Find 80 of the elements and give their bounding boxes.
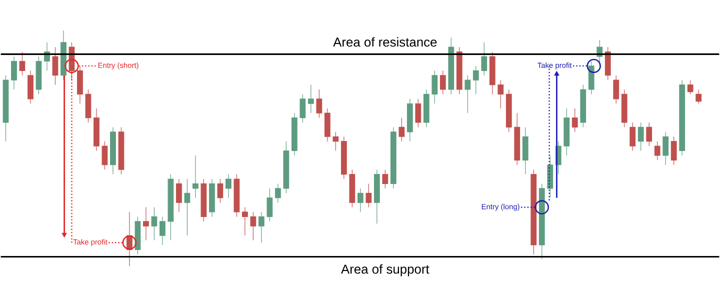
candlestick — [580, 84, 586, 128]
candlestick — [398, 117, 405, 142]
candlestick — [234, 174, 240, 217]
candlestick — [390, 126, 396, 189]
candlestick — [415, 98, 422, 128]
candlestick — [670, 136, 677, 166]
candlestick — [588, 60, 594, 94]
candlestick — [324, 108, 330, 142]
candlestick — [662, 131, 669, 166]
candlestick — [366, 183, 372, 208]
candlestick — [423, 89, 430, 128]
candlestick — [151, 206, 158, 240]
ref-line-label: Area of support — [341, 264, 430, 276]
candlestick — [572, 108, 578, 132]
candlestick — [85, 89, 92, 123]
candlestick — [472, 65, 479, 94]
candlestick — [564, 108, 570, 156]
candlestick — [440, 70, 446, 94]
candlestick — [291, 112, 298, 156]
candlestick — [374, 169, 380, 224]
candlestick — [2, 74, 9, 142]
candlestick — [696, 89, 702, 104]
candlestick — [448, 37, 454, 94]
candlestick — [456, 46, 462, 94]
candlestick — [382, 169, 388, 189]
candlestick — [28, 70, 34, 104]
candlestick — [687, 80, 694, 94]
candlestick — [621, 89, 628, 128]
candlestick — [184, 178, 190, 236]
candlestick — [226, 174, 232, 198]
candlestick — [406, 98, 413, 142]
candlestick — [538, 183, 545, 260]
candlestick — [340, 136, 347, 180]
candlestick — [630, 122, 636, 151]
candlestick — [679, 80, 686, 156]
candlestick — [489, 51, 496, 94]
candlestick — [266, 188, 273, 222]
candlestick — [36, 56, 42, 94]
candlestick — [332, 131, 339, 151]
candlestick — [200, 178, 207, 222]
candlestick — [506, 89, 512, 132]
candlestick — [258, 212, 264, 243]
candlestick — [110, 126, 116, 174]
candlestick — [143, 206, 149, 240]
candlestick — [102, 140, 108, 170]
candlestick — [118, 126, 124, 174]
candlestick — [308, 84, 314, 114]
candlestick — [160, 216, 166, 246]
candlestick — [638, 122, 644, 151]
candlestick — [209, 178, 215, 217]
candlestick — [19, 51, 26, 76]
candlestick — [274, 183, 281, 203]
candlestick — [77, 65, 83, 104]
candlestick — [300, 94, 306, 123]
ref-line-label: Area of resistance — [333, 37, 437, 47]
candlestick — [52, 46, 58, 85]
candlestick — [217, 178, 224, 203]
candlestick — [530, 169, 537, 255]
candlestick — [514, 112, 520, 166]
candlestick — [357, 188, 364, 212]
candlestick — [464, 74, 471, 114]
candlestick — [613, 74, 620, 104]
candlestick — [481, 42, 488, 76]
candlestick — [646, 122, 652, 146]
candlestick — [604, 46, 611, 80]
candlestick — [192, 154, 198, 198]
candlestick — [316, 89, 322, 118]
candlestick — [242, 206, 248, 236]
candlestick — [11, 56, 17, 90]
candlestick — [94, 108, 100, 151]
candlestick — [168, 174, 174, 240]
candlestick — [60, 30, 66, 80]
candlestick — [250, 212, 256, 240]
candlestick — [349, 169, 356, 208]
candlestick — [654, 140, 660, 160]
candlestick — [176, 178, 182, 212]
candlestick — [432, 70, 438, 104]
candlestick — [283, 140, 290, 194]
candlestick — [522, 126, 528, 174]
candlestick — [498, 80, 504, 108]
